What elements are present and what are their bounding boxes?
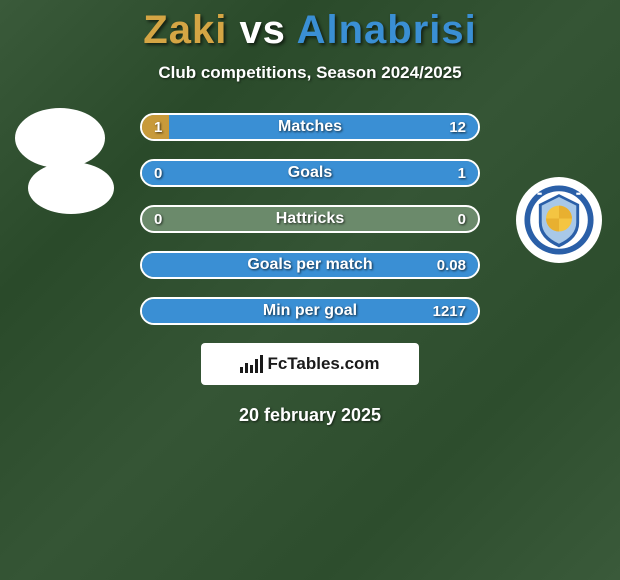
stat-value-right: 12 <box>449 119 466 136</box>
stat-value-left: 1 <box>154 119 162 136</box>
stat-label: Hattricks <box>276 210 344 228</box>
player1-name: Zaki <box>143 8 227 52</box>
stat-value-left: 0 <box>154 165 162 182</box>
stat-label: Goals per match <box>247 256 372 274</box>
page-title: Zaki vs Alnabrisi <box>0 0 620 53</box>
stat-value-right: 0 <box>458 211 466 228</box>
stat-value-right: 0.08 <box>437 257 466 274</box>
source-badge[interactable]: FcTables.com <box>201 343 419 385</box>
stat-row: Goals per match 0.08 <box>140 251 480 279</box>
stat-value-left: 0 <box>154 211 162 228</box>
date-text: 20 february 2025 <box>0 405 620 426</box>
source-site-name: FcTables.com <box>267 354 379 374</box>
source-badge-content: FcTables.com <box>240 354 379 374</box>
stat-row: 0 Hattricks 0 <box>140 205 480 233</box>
stat-row: 1 Matches 12 <box>140 113 480 141</box>
stat-label: Matches <box>278 118 342 136</box>
stat-label: Goals <box>288 164 332 182</box>
stat-value-right: 1 <box>458 165 466 182</box>
stats-section: 1 Matches 12 0 Goals 1 0 Hattricks 0 Goals per ma… <box>0 113 620 325</box>
stat-row: 0 Goals 1 <box>140 159 480 187</box>
stat-label: Min per goal <box>263 302 357 320</box>
player2-name: Alnabrisi <box>297 8 477 52</box>
stat-value-right: 1217 <box>433 303 466 320</box>
subtitle: Club competitions, Season 2024/2025 <box>0 63 620 83</box>
stat-row: Min per goal 1217 <box>140 297 480 325</box>
vs-text: vs <box>239 8 286 52</box>
bar-chart-icon <box>240 355 263 373</box>
infographic-container: Zaki vs Alnabrisi Club competitions, Sea… <box>0 0 620 580</box>
